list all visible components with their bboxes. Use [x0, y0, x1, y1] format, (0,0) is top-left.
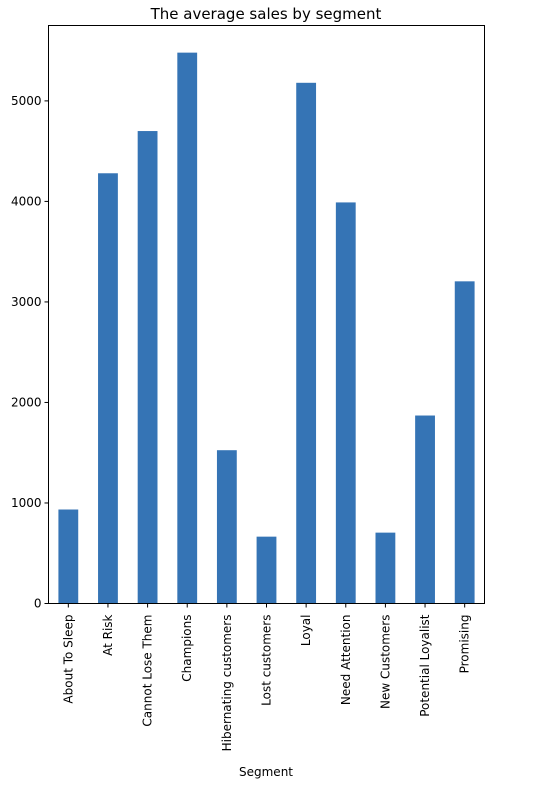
plot-frame — [48, 25, 485, 604]
x-axis-title: Segment — [239, 765, 293, 779]
x-tick-label: Cannot Lose Them — [141, 615, 155, 727]
bars-layer — [58, 52, 475, 604]
y-axis: 0 1000 2000 3000 4000 5000 — [11, 94, 49, 611]
y-tick-label: 5000 — [11, 94, 42, 108]
bar-champions — [177, 52, 198, 604]
x-tick-label: Champions — [180, 615, 194, 682]
x-tick-label: New Customers — [378, 615, 392, 710]
x-tick-label: Lost customers — [260, 615, 274, 706]
bar-promising — [454, 281, 475, 604]
bar-hibernating-customers — [216, 450, 237, 604]
x-tick-label: At Risk — [101, 614, 115, 655]
chart-title: The average sales by segment — [150, 5, 382, 23]
x-axis: About To Sleep At Risk Cannot Lose Them Cha… — [61, 603, 472, 752]
x-tick-label: About To Sleep — [61, 615, 75, 704]
bar-at-risk — [98, 173, 118, 604]
bar-new-customers — [375, 532, 396, 604]
x-tick-label: Loyal — [299, 615, 313, 647]
x-tick-label: Need Attention — [339, 615, 353, 706]
bar-cannot-lose-them — [137, 131, 158, 604]
bar-loyal — [296, 82, 317, 604]
x-tick-label: Hibernating customers — [220, 615, 234, 752]
bar-lost-customers — [256, 536, 277, 604]
x-tick-label: Promising — [458, 615, 472, 674]
y-tick-label: 1000 — [11, 496, 42, 510]
y-tick-label: 2000 — [11, 395, 42, 409]
y-tick-label: 0 — [34, 597, 42, 611]
bar-potential-loyalist — [415, 415, 435, 604]
bar-need-attention — [335, 202, 356, 604]
y-tick-label: 3000 — [11, 295, 42, 309]
bar-about-to-sleep — [58, 509, 79, 604]
y-tick-label: 4000 — [11, 194, 42, 208]
x-tick-label: Potential Loyalist — [418, 614, 432, 717]
